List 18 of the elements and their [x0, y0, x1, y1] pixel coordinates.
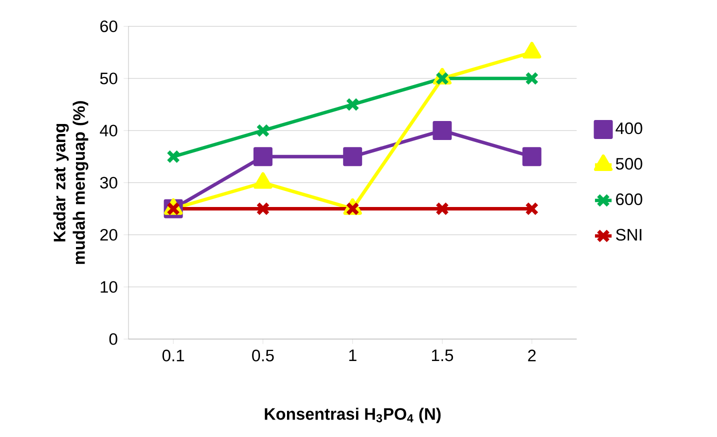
legend-label: 400 — [616, 122, 642, 134]
y-axis-title: Kadar zat yang mudah menguap (%) — [53, 100, 88, 264]
x-tick-label: 1 — [349, 349, 356, 361]
y-tick-label: 30 — [100, 176, 118, 188]
y-tick-label: 40 — [100, 124, 118, 136]
x-tick-label: 0.5 — [252, 349, 274, 362]
legend-label: 500 — [616, 158, 642, 170]
x-tick-label: 0.1 — [162, 349, 184, 362]
y-tick-label: 50 — [100, 72, 118, 84]
x-tick-label: 2 — [528, 349, 536, 361]
y-tick-label: 20 — [100, 228, 118, 240]
x-axis-title: Konsentrasi H$_{3}$PO$_{4}$ (N) — [264, 407, 441, 423]
y-tick-label: 60 — [100, 20, 118, 32]
legend-label: SNI — [616, 228, 642, 240]
y-tick-label: 0 — [109, 332, 118, 345]
x-tick-label: 1.5 — [432, 349, 454, 361]
y-tick-label: 10 — [100, 280, 118, 293]
legend-label: 600 — [616, 193, 642, 205]
